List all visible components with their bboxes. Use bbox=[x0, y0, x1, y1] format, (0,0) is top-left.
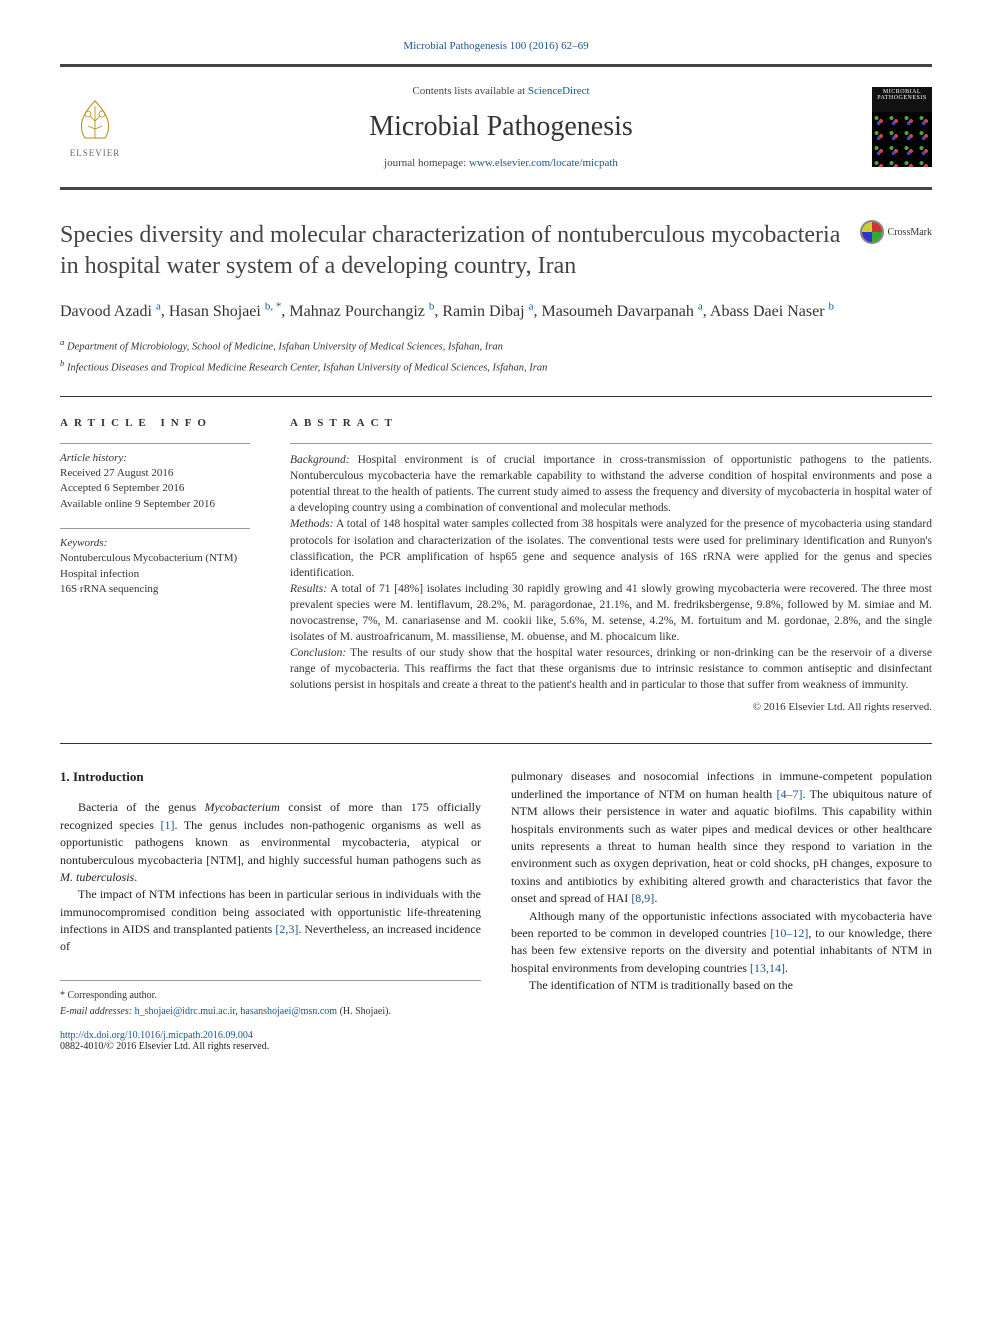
journal-cover-thumbnail: MICROBIAL PATHOGENESIS bbox=[872, 87, 932, 167]
keyword: Nontuberculous Mycobacterium (NTM) bbox=[60, 551, 250, 566]
title-region: CrossMark Species diversity and molecula… bbox=[60, 220, 932, 282]
abstract-text: Background: Hospital environment is of c… bbox=[290, 443, 932, 693]
elsevier-label: ELSEVIER bbox=[70, 148, 121, 158]
keywords-block: Keywords: Nontuberculous Mycobacterium (… bbox=[60, 528, 250, 597]
issn-copyright: 0882-4010/© 2016 Elsevier Ltd. All right… bbox=[60, 1041, 932, 1052]
conclusion-text: The results of our study show that the h… bbox=[290, 647, 932, 691]
online-date: Available online 9 September 2016 bbox=[60, 497, 250, 512]
accepted-date: Accepted 6 September 2016 bbox=[60, 481, 250, 496]
email-line: E-mail addresses: h_shojaei@idrc.mui.ac.… bbox=[60, 1005, 481, 1020]
homepage-line: journal homepage: www.elsevier.com/locat… bbox=[130, 157, 872, 169]
background-label: Background: bbox=[290, 454, 350, 466]
results-text: A total of 71 [48%] isolates including 3… bbox=[290, 583, 932, 643]
intro-p2: The impact of NTM infections has been in… bbox=[60, 886, 481, 956]
author: Ramin Dibaj a bbox=[442, 303, 533, 320]
homepage-prefix: journal homepage: bbox=[384, 157, 469, 169]
author: Hasan Shojaei b, * bbox=[169, 303, 281, 320]
abstract-label: ABSTRACT bbox=[290, 417, 932, 429]
intro-p5: The identification of NTM is traditional… bbox=[511, 977, 932, 994]
meta-abstract-row: ARTICLE INFO Article history: Received 2… bbox=[60, 396, 932, 713]
doi-block: http://dx.doi.org/10.1016/j.micpath.2016… bbox=[60, 1030, 932, 1052]
doi-link[interactable]: http://dx.doi.org/10.1016/j.micpath.2016… bbox=[60, 1030, 932, 1041]
intro-p1: Bacteria of the genus Mycobacterium cons… bbox=[60, 799, 481, 886]
contents-available-line: Contents lists available at ScienceDirec… bbox=[130, 85, 872, 97]
affiliation-a: a Department of Microbiology, School of … bbox=[60, 336, 932, 355]
cover-image bbox=[872, 112, 932, 167]
journal-header: ELSEVIER Contents lists available at Sci… bbox=[60, 64, 932, 190]
author: Mahnaz Pourchangiz b bbox=[289, 303, 434, 320]
article-title: Species diversity and molecular characte… bbox=[60, 220, 842, 282]
citation[interactable]: [10–12] bbox=[770, 926, 808, 940]
author: Masoumeh Davarpanah a bbox=[541, 303, 702, 320]
citation[interactable]: [13,14] bbox=[750, 961, 785, 975]
abstract-column: ABSTRACT Background: Hospital environmen… bbox=[290, 417, 932, 713]
keyword: Hospital infection bbox=[60, 567, 250, 582]
author-list: Davood Azadi a, Hasan Shojaei b, *, Mahn… bbox=[60, 298, 932, 323]
journal-reference: Microbial Pathogenesis 100 (2016) 62–69 bbox=[60, 40, 932, 52]
header-center: Contents lists available at ScienceDirec… bbox=[130, 85, 872, 169]
citation[interactable]: [2,3] bbox=[275, 922, 298, 936]
intro-p3: pulmonary diseases and nosocomial infect… bbox=[511, 768, 932, 907]
results-label: Results: bbox=[290, 583, 327, 595]
received-date: Received 27 August 2016 bbox=[60, 466, 250, 481]
affiliations: a Department of Microbiology, School of … bbox=[60, 336, 932, 376]
crossmark-badge[interactable]: CrossMark bbox=[860, 220, 932, 244]
article-info-column: ARTICLE INFO Article history: Received 2… bbox=[60, 417, 250, 713]
methods-label: Methods: bbox=[290, 518, 333, 530]
journal-title: Microbial Pathogenesis bbox=[130, 111, 872, 143]
citation[interactable]: [8,9] bbox=[631, 891, 654, 905]
body-section: 1. Introduction Bacteria of the genus My… bbox=[60, 743, 932, 1019]
corresponding-label: * Corresponding author. bbox=[60, 989, 481, 1004]
conclusion-label: Conclusion: bbox=[290, 647, 346, 659]
abstract-copyright: © 2016 Elsevier Ltd. All rights reserved… bbox=[290, 701, 932, 713]
citation[interactable]: [1] bbox=[160, 818, 174, 832]
intro-heading: 1. Introduction bbox=[60, 768, 481, 787]
keyword: 16S rRNA sequencing bbox=[60, 582, 250, 597]
keywords-label: Keywords: bbox=[60, 537, 250, 549]
email-link[interactable]: h_shojaei@idrc.mui.ac.ir bbox=[135, 1006, 236, 1017]
contents-prefix: Contents lists available at bbox=[412, 85, 527, 97]
background-text: Hospital environment is of crucial impor… bbox=[290, 454, 932, 514]
intro-p4: Although many of the opportunistic infec… bbox=[511, 908, 932, 978]
email-link[interactable]: hasanshojaei@msn.com bbox=[240, 1006, 337, 1017]
body-columns: 1. Introduction Bacteria of the genus My… bbox=[60, 768, 932, 1019]
corresponding-author-footer: * Corresponding author. E-mail addresses… bbox=[60, 980, 481, 1020]
crossmark-icon bbox=[860, 220, 884, 244]
methods-text: A total of 148 hospital water samples co… bbox=[290, 518, 932, 578]
citation[interactable]: [4–7] bbox=[776, 787, 802, 801]
article-history: Article history: Received 27 August 2016… bbox=[60, 443, 250, 512]
cover-title: MICROBIAL PATHOGENESIS bbox=[872, 87, 932, 103]
author: Abass Daei Naser b bbox=[710, 303, 834, 320]
elsevier-logo: ELSEVIER bbox=[60, 87, 130, 167]
article-info-label: ARTICLE INFO bbox=[60, 417, 250, 429]
sciencedirect-link[interactable]: ScienceDirect bbox=[528, 85, 590, 97]
elsevier-tree-icon bbox=[70, 96, 120, 146]
history-label: Article history: bbox=[60, 452, 250, 464]
homepage-link[interactable]: www.elsevier.com/locate/micpath bbox=[469, 157, 618, 169]
crossmark-label: CrossMark bbox=[888, 227, 932, 238]
author: Davood Azadi a bbox=[60, 303, 161, 320]
affiliation-b: b Infectious Diseases and Tropical Medic… bbox=[60, 357, 932, 376]
